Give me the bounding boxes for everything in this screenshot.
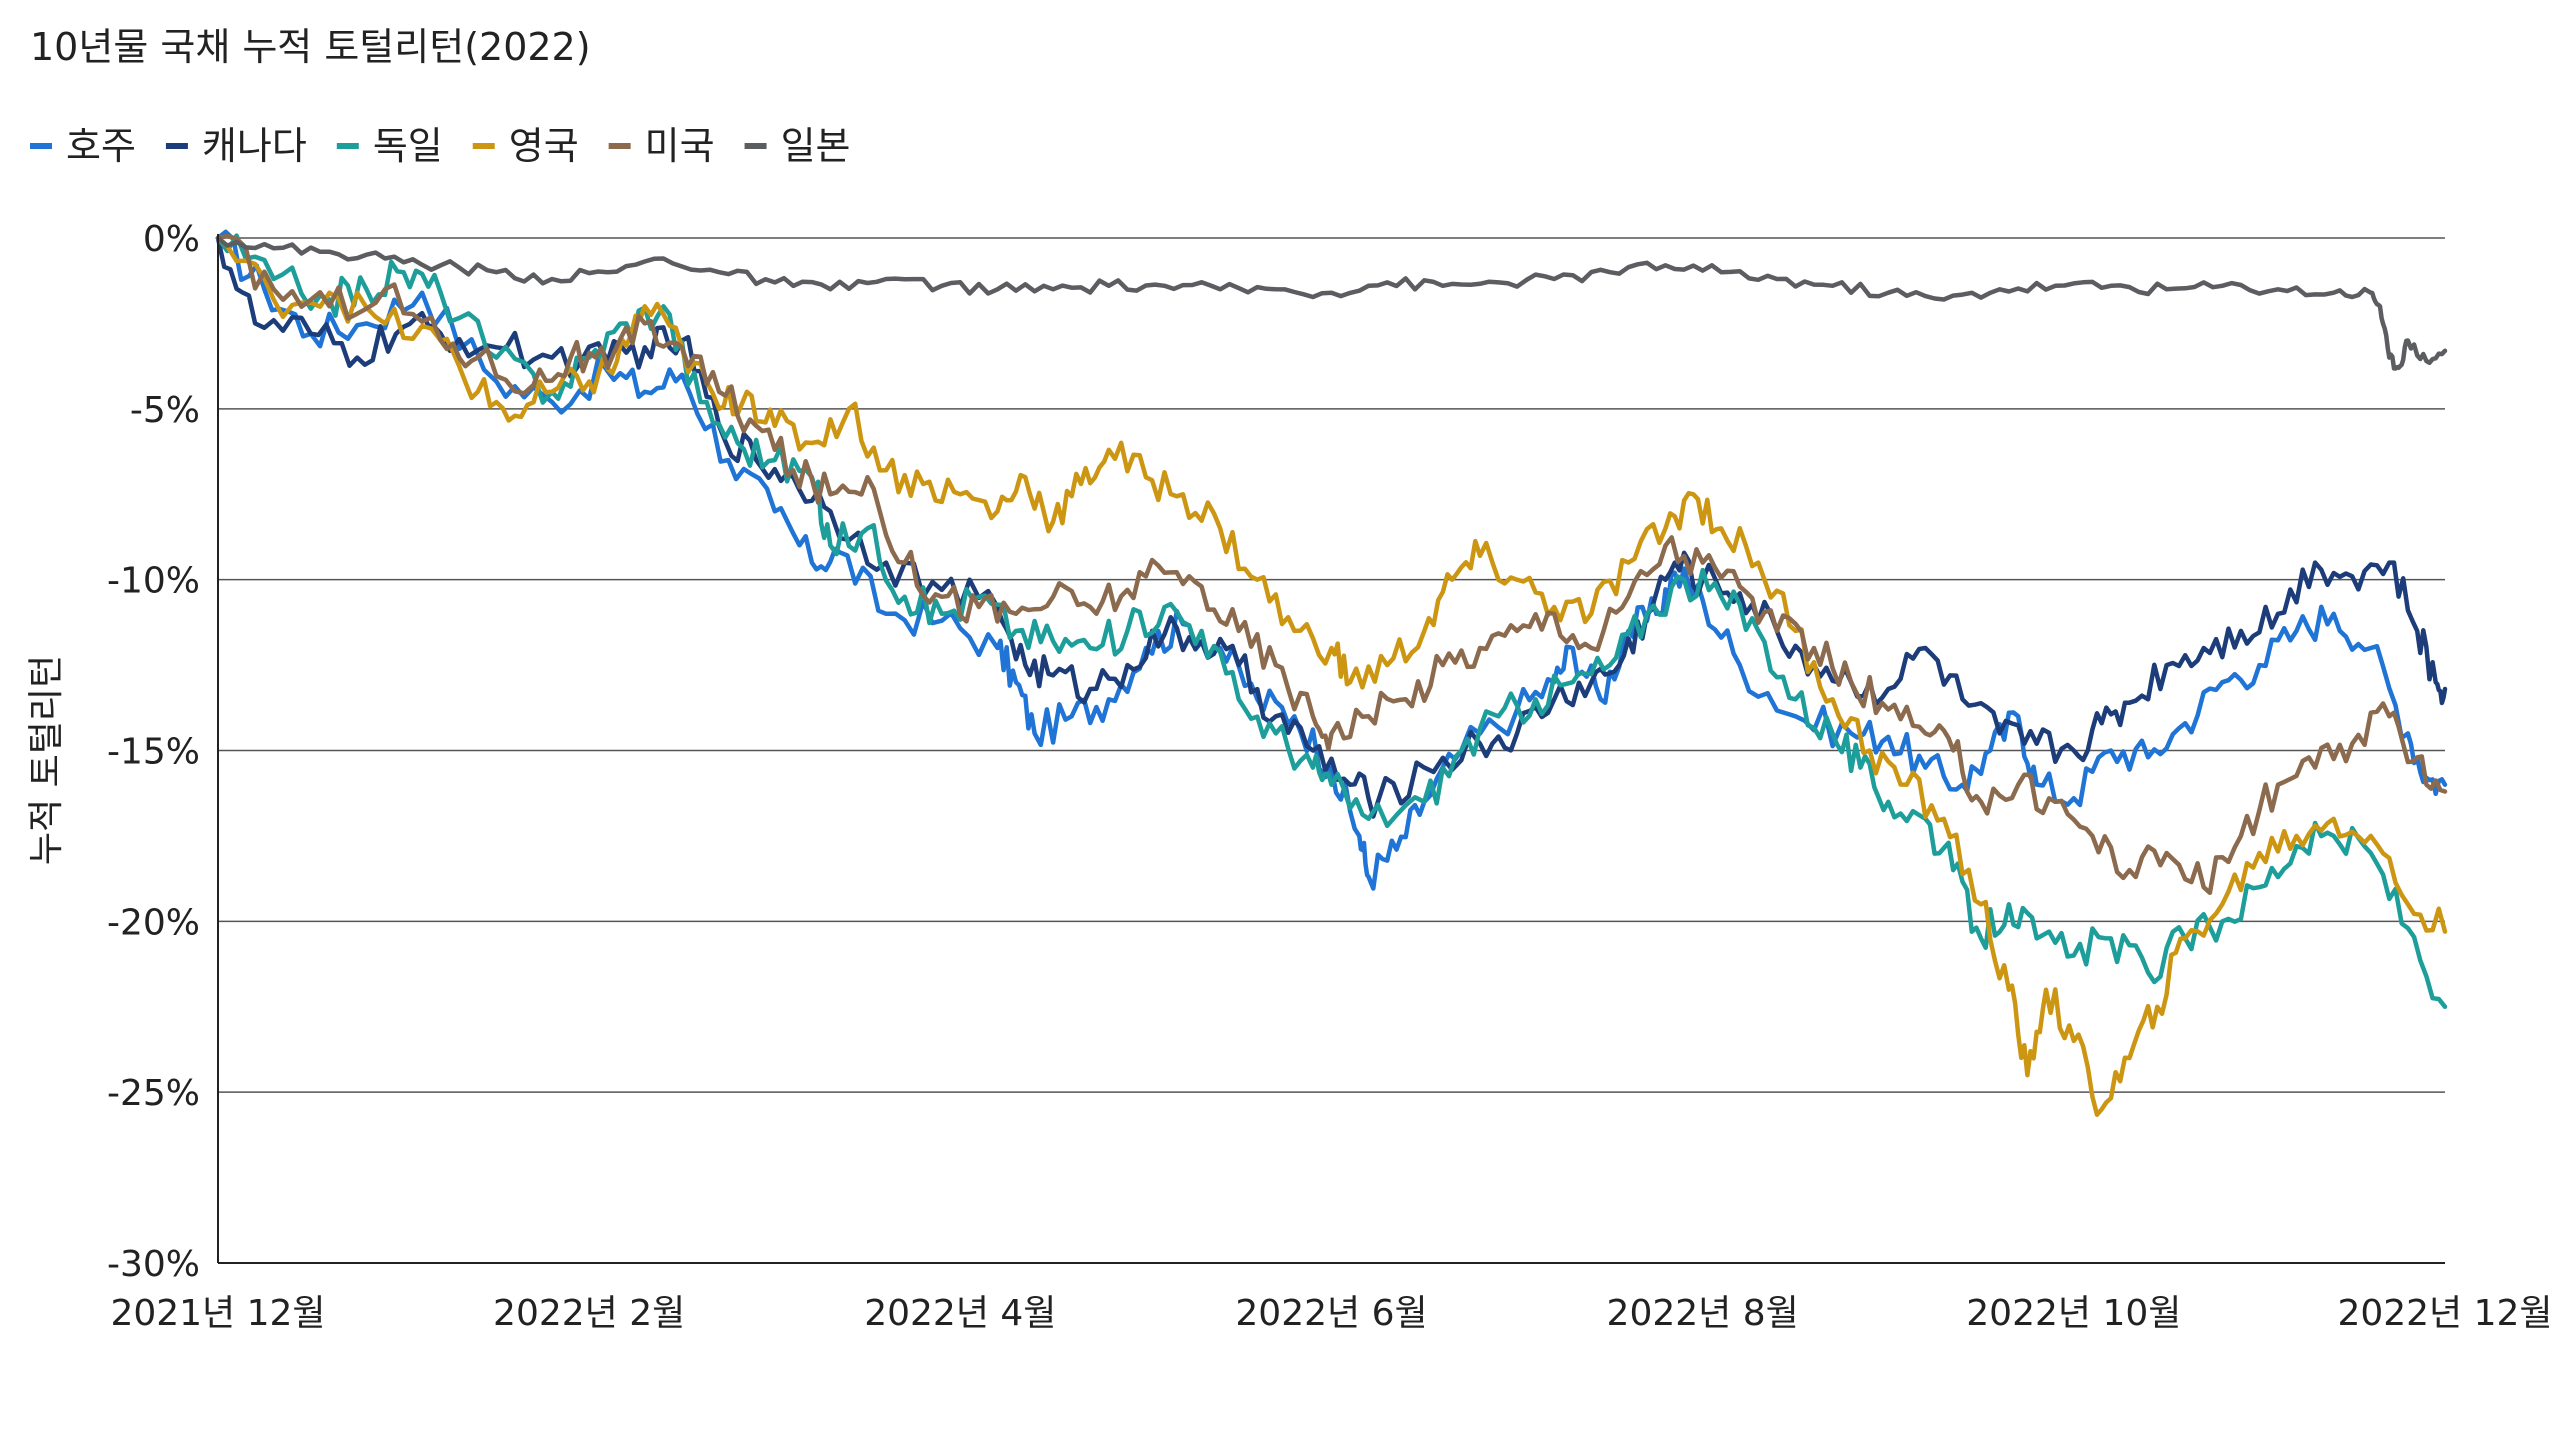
- x-tick-label: 2022년 8월: [1607, 1293, 1799, 1334]
- legend-label: 미국: [645, 124, 715, 168]
- legend-label: 캐나다: [202, 124, 307, 168]
- series-lines: [215, 229, 2448, 1117]
- chart-title: 10년물 국채 누적 토털리턴(2022): [30, 25, 591, 69]
- y-axis-label: 누적 토털리턴: [26, 655, 67, 865]
- x-tick-label: 2022년 10월: [1966, 1293, 2181, 1334]
- x-tick-label: 2022년 4월: [864, 1293, 1056, 1334]
- y-tick-label: -25%: [107, 1073, 200, 1114]
- legend-label: 영국: [509, 124, 579, 168]
- x-tick-label: 2021년 12월: [110, 1293, 325, 1334]
- x-tick-label: 2022년 2월: [493, 1293, 685, 1334]
- legend-label: 독일: [373, 124, 443, 168]
- series-line: [215, 233, 2448, 1010]
- y-tick-label: -30%: [107, 1244, 200, 1285]
- y-tick-label: -15%: [107, 732, 200, 773]
- legend-label: 일본: [781, 124, 851, 168]
- x-tick-label: 2022년 6월: [1235, 1293, 1427, 1334]
- y-tick-label: 0%: [143, 219, 200, 260]
- y-tick-label: -20%: [107, 902, 200, 943]
- series-line: [215, 235, 2448, 1117]
- legend-label: 호주: [66, 124, 136, 168]
- y-tick-label: -10%: [107, 561, 200, 602]
- x-axis-ticks: 2021년 12월 2022년 2월 2022년 4월 2022년 6월 2022년 8…: [110, 1293, 2552, 1334]
- x-tick-label: 2022년 12월: [2337, 1293, 2552, 1334]
- series-line: [215, 229, 2448, 891]
- series-line: [215, 233, 2448, 896]
- y-axis-ticks: 0% -5% -10% -15% -20% -25% -30%: [107, 219, 200, 1285]
- gridlines: [218, 237, 2445, 1093]
- series-line: [215, 235, 2448, 371]
- legend: 호주 캐나다 독일 영국 미국 일본: [30, 124, 851, 168]
- y-tick-label: -5%: [130, 390, 200, 431]
